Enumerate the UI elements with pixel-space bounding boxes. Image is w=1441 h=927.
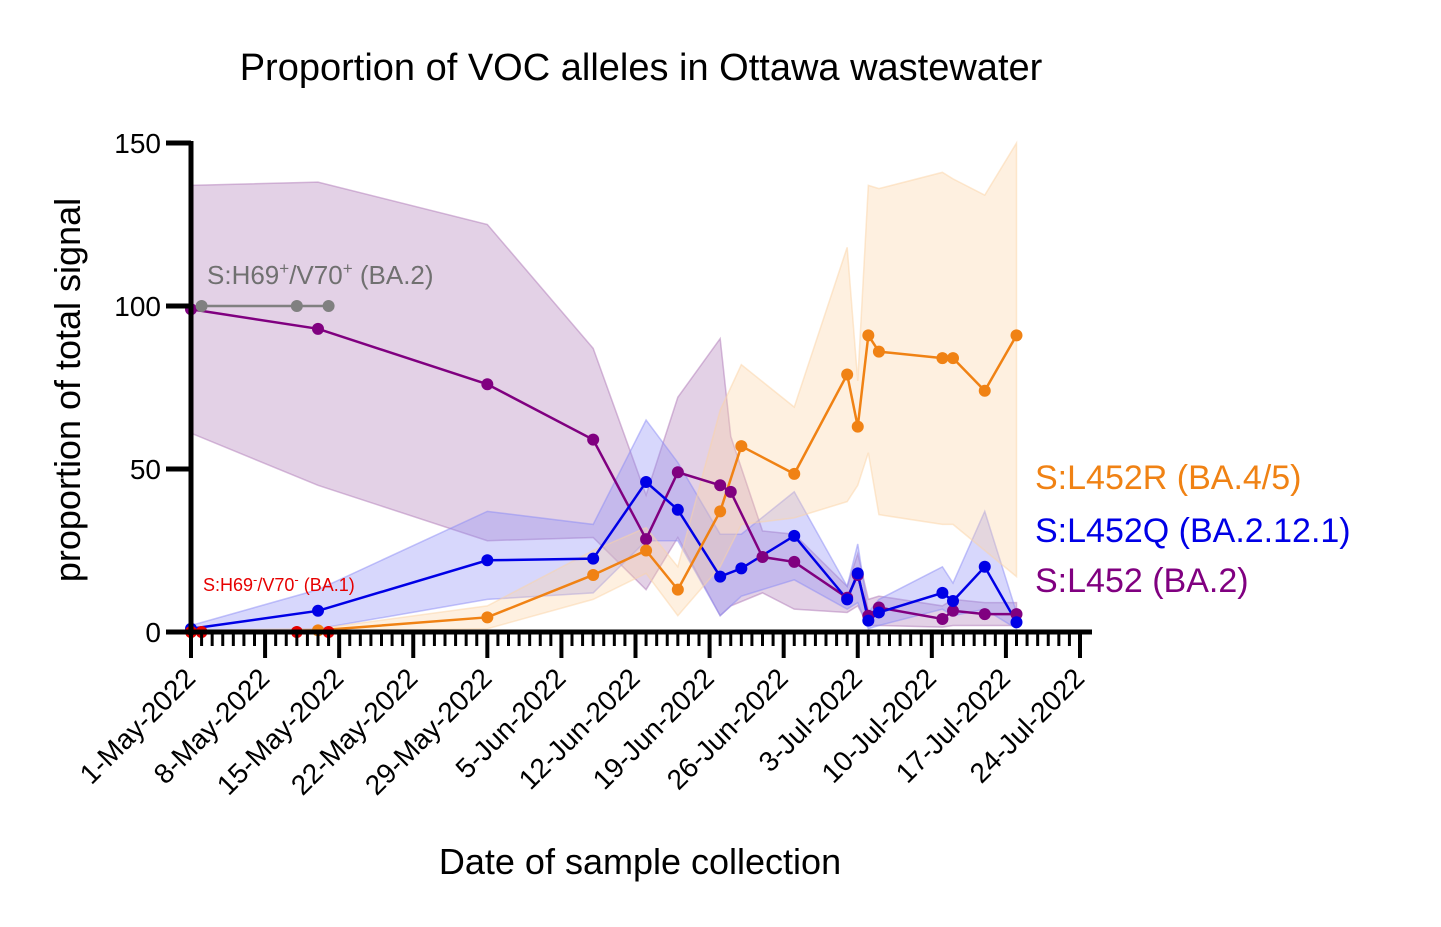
point-s-l452r-ba-4-5 (841, 368, 854, 381)
plot-area (185, 140, 1023, 638)
point-s-l452r-ba-4-5 (587, 568, 600, 581)
annotation-ba2-tail: (BA.2) (353, 260, 434, 290)
annotation-ba1-base: S:H69 (203, 575, 253, 595)
annotation-ba2-sup2: + (343, 259, 353, 278)
point-s-l452q-ba-2-12-1 (1010, 616, 1023, 629)
point-s-l452q-ba-2-12-1 (936, 586, 949, 599)
point-s-l452q-ba-2-12-1 (587, 552, 600, 565)
band-s-l452r-ba-4-5 (190, 140, 1018, 633)
point-s-l452q-ba-2-12-1 (788, 529, 801, 542)
legend-item-l452q: S:L452Q (BA.2.12.1) (1035, 512, 1351, 550)
point-s-l452r-ba-4-5 (788, 467, 801, 480)
point-s-l452r-ba-4-5 (481, 611, 494, 624)
point-s-l452-ba-2 (640, 533, 653, 546)
annotation-ba1-mid: /V70 (257, 575, 294, 595)
annotation-ba2-h69: S:H69+/V70+ (BA.2) (207, 259, 434, 290)
point-s-l452r-ba-4-5 (671, 583, 684, 596)
point-s-l452-ba-2 (724, 485, 737, 498)
point-s-l452q-ba-2-12-1 (640, 476, 653, 489)
legend-item-l452: S:L452 (BA.2) (1035, 562, 1249, 600)
point-s-l452q-ba-2-12-1 (862, 614, 875, 627)
point-s-l452-ba-2 (671, 466, 684, 479)
point-s-l452-ba-2 (756, 551, 769, 564)
point-s-l452q-ba-2-12-1 (841, 593, 854, 606)
legend-item-l452r: S:L452R (BA.4/5) (1035, 459, 1301, 497)
point-s-l452q-ba-2-12-1 (872, 606, 885, 619)
point-s-l452r-ba-4-5 (735, 440, 748, 453)
confidence-bands (190, 140, 1018, 633)
point-s-l452r-ba-4-5 (714, 505, 727, 518)
y-tick-label: 50 (130, 454, 161, 485)
point-s-l452q-ba-2-12-1 (978, 560, 991, 573)
point-s-l452r-ba-4-5 (936, 352, 949, 365)
point-s-l452-ba-2 (587, 433, 600, 446)
point-s-l452-ba-2 (978, 608, 991, 621)
point-s-l452r-ba-4-5 (947, 352, 959, 365)
point-s-l452-ba-2 (714, 479, 727, 492)
point-s-l452q-ba-2-12-1 (714, 570, 727, 583)
point-s-l452q-ba-2-12-1 (851, 567, 864, 580)
x-axis: 1-May-20228-May-202215-May-202222-May-20… (74, 629, 1092, 801)
point-s-h69-v70-ba-2 (195, 300, 208, 312)
point-s-l452q-ba-2-12-1 (481, 554, 494, 567)
annotation-ba2-mid: /V70 (289, 260, 343, 290)
point-s-l452-ba-2 (947, 604, 959, 617)
point-s-l452q-ba-2-12-1 (735, 562, 748, 575)
point-s-h69-v70-ba-2 (290, 300, 303, 312)
annotation-ba1-tail: (BA.1) (299, 575, 355, 595)
y-tick-label: 150 (114, 128, 161, 159)
annotation-ba1-sup1: - (253, 572, 257, 587)
annotation-ba2-sup1: + (279, 259, 289, 278)
point-s-l452-ba-2 (312, 322, 324, 335)
x-axis-label: Date of sample collection (439, 841, 841, 882)
point-s-l452r-ba-4-5 (978, 384, 991, 397)
point-s-l452r-ba-4-5 (1010, 329, 1023, 342)
point-s-l452r-ba-4-5 (851, 420, 864, 433)
y-tick-label: 100 (114, 291, 161, 322)
annotation-ba1-h69: S:H69-/V70- (BA.1) (203, 572, 355, 595)
point-s-h69-v70-ba-2 (322, 300, 335, 312)
y-tick-label: 0 (145, 617, 161, 648)
point-s-l452r-ba-4-5 (862, 329, 875, 342)
band-s-l452q-ba-2-12-1 (190, 418, 1018, 633)
point-s-l452-ba-2 (481, 378, 494, 391)
point-s-l452-ba-2 (788, 555, 801, 568)
point-s-l452q-ba-2-12-1 (947, 595, 959, 608)
legend: S:L452R (BA.4/5) S:L452Q (BA.2.12.1) S:L… (1035, 459, 1351, 600)
point-s-l452-ba-2 (936, 612, 949, 625)
annotation-ba1-sup2: - (294, 572, 298, 587)
y-axis: 0 50 100 150 (114, 128, 194, 648)
point-s-l452r-ba-4-5 (872, 345, 885, 358)
y-axis-label: proportion of total signal (47, 198, 88, 582)
annotation-ba2-base: S:H69 (207, 260, 279, 290)
chart-title: Proportion of VOC alleles in Ottawa wast… (240, 47, 1043, 89)
point-s-l452q-ba-2-12-1 (312, 604, 324, 617)
series-points (185, 300, 1023, 638)
point-s-l452r-ba-4-5 (640, 544, 653, 557)
point-s-l452q-ba-2-12-1 (671, 503, 684, 516)
